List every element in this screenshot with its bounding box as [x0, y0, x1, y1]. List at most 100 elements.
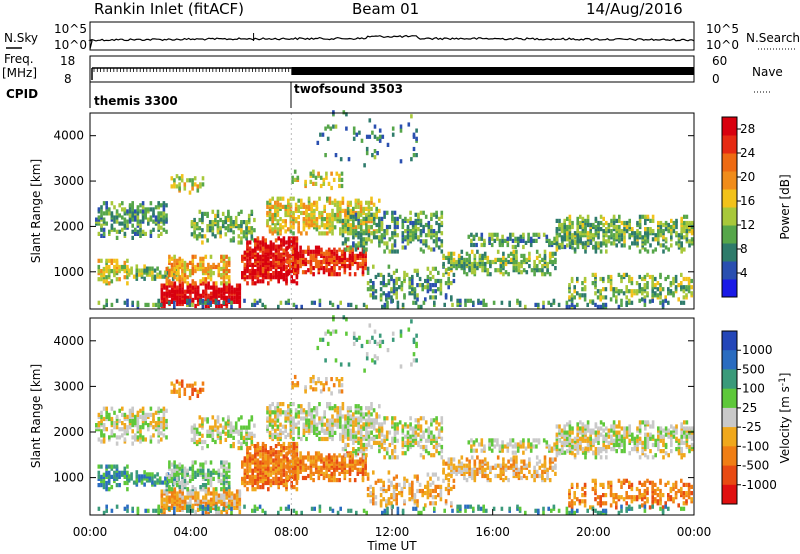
- velocity-cell: [160, 431, 163, 436]
- power-cell: [378, 198, 381, 203]
- velocity-cell: [327, 478, 331, 483]
- velocity-cell: [118, 435, 121, 440]
- velocity-cell: [254, 444, 257, 449]
- power-cell: [152, 207, 155, 212]
- power-cell: [245, 226, 248, 231]
- power-cell: [220, 273, 223, 278]
- velocity-cell: [212, 487, 216, 492]
- power-cell: [594, 249, 598, 254]
- velocity-cell: [178, 462, 182, 467]
- power-cell: [317, 245, 321, 250]
- power-cell: [251, 302, 254, 307]
- power-cell: [581, 293, 584, 298]
- velocity-cell: [233, 493, 236, 498]
- power-ytick-label: 4000: [53, 129, 84, 143]
- power-cell: [419, 247, 423, 252]
- power-cell: [318, 231, 321, 236]
- power-cell: [183, 289, 187, 294]
- power-cell: [586, 218, 590, 223]
- power-cell: [464, 302, 467, 307]
- velocity-cell: [325, 461, 328, 466]
- power-cell: [357, 204, 360, 209]
- power-cell: [472, 242, 476, 248]
- power-cell: [268, 212, 272, 218]
- power-cell: [349, 223, 352, 228]
- velocity-cell: [351, 459, 354, 464]
- power-cell: [405, 272, 409, 277]
- power-cell: [314, 249, 318, 254]
- power-cell: [579, 239, 582, 244]
- velocity-cell: [282, 441, 286, 447]
- velocity-cell: [367, 424, 371, 429]
- power-cell: [507, 272, 510, 277]
- power-cell: [341, 196, 345, 201]
- power-cell: [315, 217, 319, 222]
- power-cell: [352, 130, 356, 135]
- power-cell: [280, 238, 283, 243]
- power-cell: [297, 198, 300, 203]
- velocity-cell: [202, 487, 205, 492]
- power-cell: [281, 204, 285, 209]
- power-cell: [357, 241, 360, 246]
- velocity-cell: [267, 462, 270, 467]
- power-colorbar-block: [722, 225, 737, 244]
- power-cell: [623, 235, 626, 240]
- power-cell: [352, 206, 355, 211]
- power-cell: [295, 273, 299, 278]
- power-cell: [412, 153, 416, 158]
- power-cell: [662, 243, 665, 248]
- power-cell: [201, 228, 204, 233]
- power-cell: [623, 227, 626, 232]
- power-cell: [341, 218, 345, 223]
- velocity-cell: [199, 468, 202, 473]
- velocity-cell: [139, 414, 142, 419]
- power-cell: [259, 246, 262, 251]
- power-cell: [274, 200, 277, 205]
- velocity-cell: [259, 452, 262, 457]
- power-cell: [450, 295, 453, 300]
- power-cell: [683, 229, 686, 234]
- velocity-cell: [173, 480, 176, 486]
- power-cell: [687, 276, 691, 282]
- power-cell: [214, 264, 218, 270]
- power-cell: [199, 256, 202, 261]
- power-cell: [542, 304, 545, 309]
- velocity-cell: [375, 412, 378, 417]
- power-cell: [365, 200, 368, 205]
- velocity-cell: [178, 381, 181, 386]
- nsearch-tick-bottom: 10^0: [706, 38, 739, 52]
- velocity-cell: [246, 464, 249, 469]
- velocity-cell: [238, 501, 242, 506]
- velocity-cell: [305, 410, 308, 415]
- power-cell: [183, 186, 187, 191]
- power-cell: [141, 201, 145, 206]
- power-cell: [312, 266, 315, 271]
- power-cell: [447, 276, 450, 282]
- power-cell: [512, 266, 516, 271]
- power-cell: [212, 285, 216, 290]
- power-cell: [680, 272, 683, 277]
- power-cell: [326, 219, 329, 224]
- velocity-cell: [238, 489, 242, 494]
- velocity-cell: [139, 433, 142, 438]
- power-cell: [353, 272, 357, 277]
- power-cell: [313, 300, 316, 305]
- power-cell: [130, 270, 133, 275]
- power-cell: [168, 273, 171, 278]
- power-cell: [538, 259, 542, 265]
- power-cell: [173, 178, 176, 183]
- power-cell: [422, 224, 425, 230]
- power-cell: [396, 224, 399, 230]
- velocity-cell: [253, 433, 256, 438]
- velocity-cell: [149, 439, 153, 444]
- power-cell: [638, 289, 641, 294]
- velocity-cell: [225, 460, 228, 465]
- power-cell: [168, 258, 171, 263]
- power-cell: [318, 302, 322, 307]
- power-cell: [496, 257, 500, 262]
- power-cell: [373, 134, 377, 139]
- power-cell: [415, 153, 418, 158]
- velocity-cell: [220, 493, 223, 498]
- power-cell: [128, 217, 132, 222]
- velocity-cell: [276, 402, 280, 407]
